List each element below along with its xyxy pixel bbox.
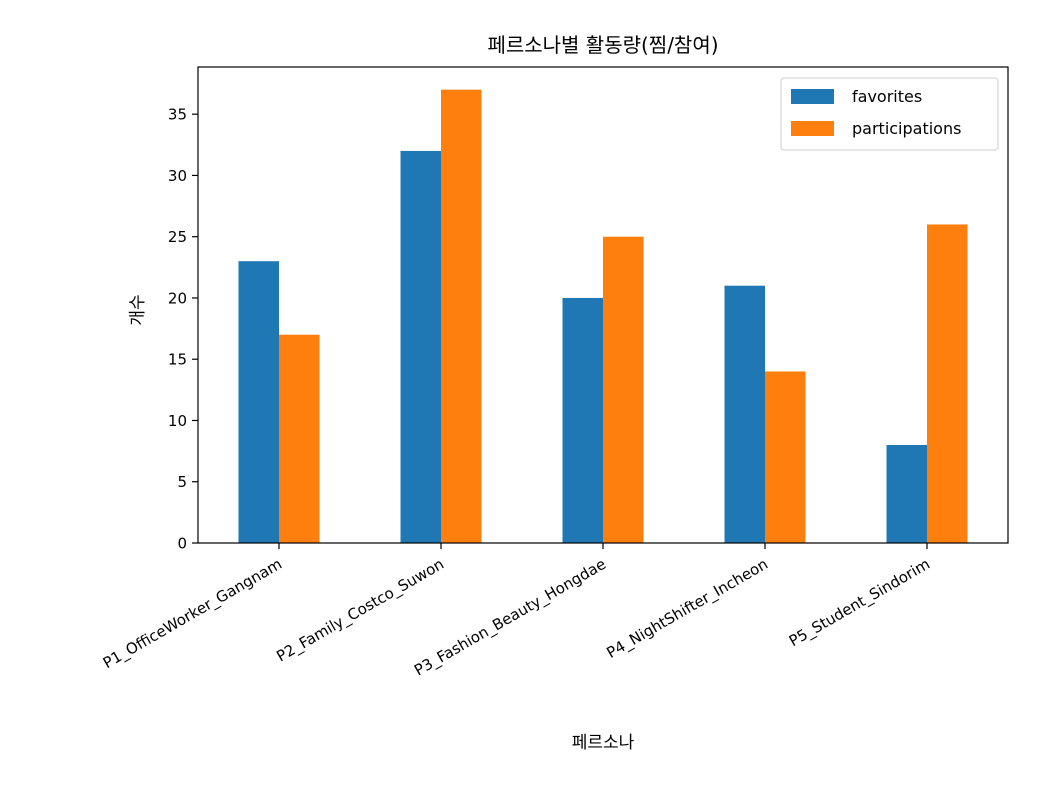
axes: 0 5 10 15 20 25 30 35 P1_OfficeWorker_GangnamP2_…: [100, 66, 1009, 680]
y-tick-label: 15: [168, 351, 187, 369]
y-tick-label: 5: [177, 473, 187, 491]
chart-title: 페르소나별 활동량(찜/참여): [487, 33, 718, 57]
bar-participations: [603, 236, 644, 543]
legend-label-participations: participations: [852, 119, 961, 138]
bar-favorites: [400, 150, 441, 544]
y-tick-label: 0: [177, 535, 187, 553]
bar-favorites: [238, 261, 279, 543]
bar-participations: [441, 89, 482, 544]
x-tick-label: P5_Student_Sindorim: [786, 555, 934, 651]
x-tick-label: P4_NightShifter_Incheon: [604, 555, 772, 663]
legend-box: [780, 77, 999, 151]
legend-swatch-participations: [791, 121, 834, 136]
x-tick-label: P2_Family_Costco_Suwon: [273, 555, 447, 667]
y-axis-label: 개수: [128, 294, 148, 325]
x-axis-label: 페르소나: [572, 733, 635, 753]
x-tick-label: P1_OfficeWorker_Gangnam: [100, 555, 286, 673]
y-tick-label: 30: [168, 167, 187, 185]
bar-participations: [927, 224, 968, 543]
y-tick-label: 10: [168, 412, 187, 430]
y-tick-label: 20: [168, 289, 187, 307]
y-tick-label: 35: [168, 106, 187, 124]
bar-participations: [279, 334, 320, 543]
bar-favorites: [724, 285, 765, 543]
bar-favorites: [886, 444, 927, 543]
legend-label-favorites: favorites: [852, 87, 922, 106]
legend: favorites participations: [780, 77, 999, 151]
plot-area: [238, 89, 968, 544]
bar-favorites: [562, 297, 603, 543]
legend-swatch-favorites: [791, 89, 834, 104]
bar-participations: [765, 371, 806, 543]
y-tick-label: 25: [168, 228, 187, 246]
